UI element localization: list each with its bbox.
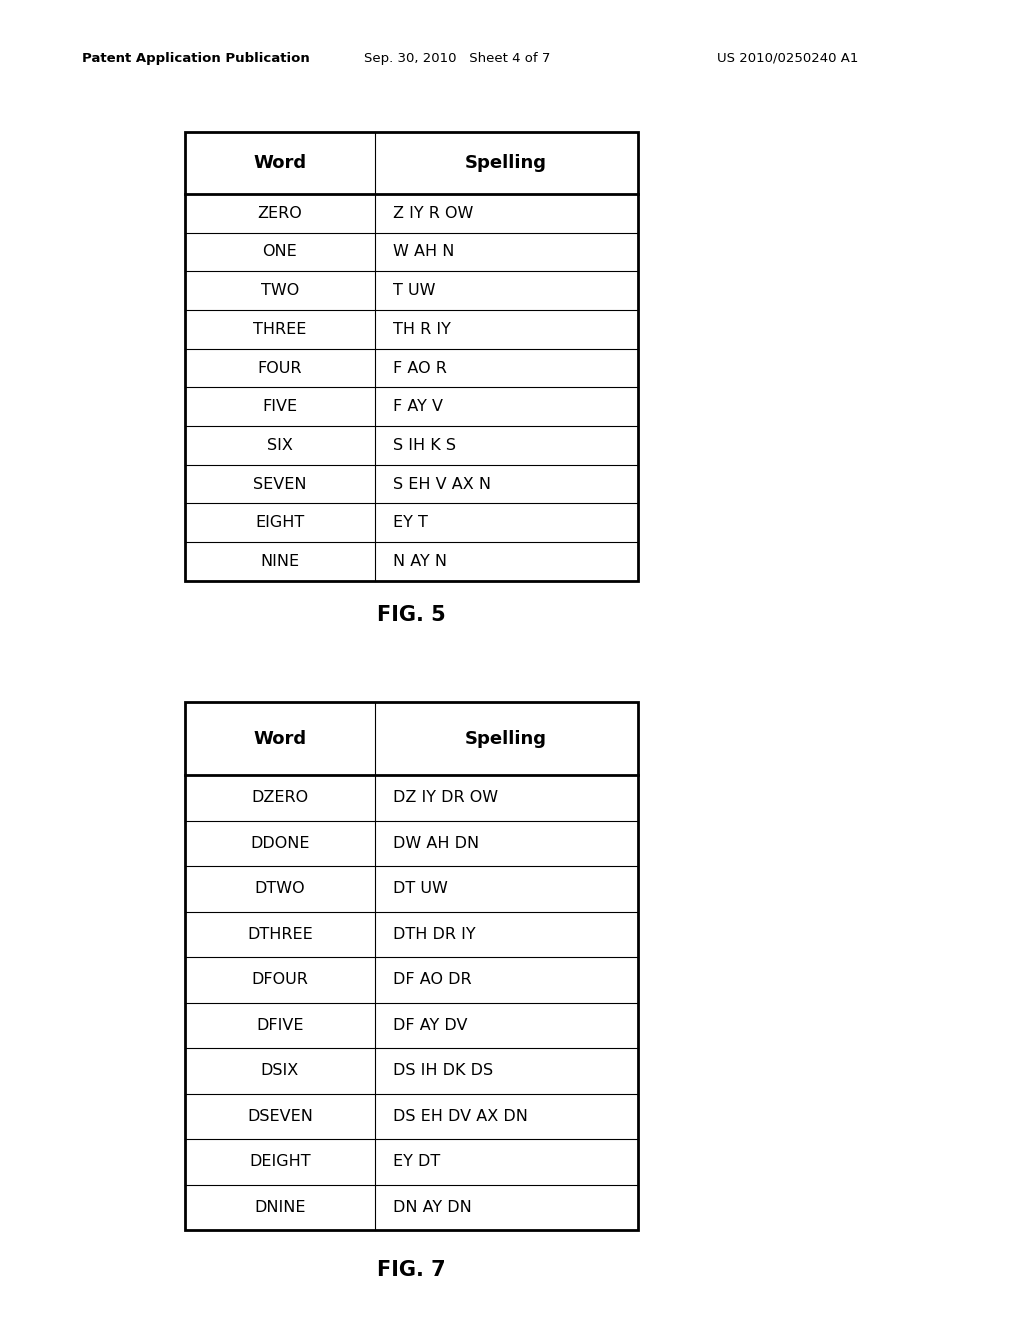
Text: T UW: T UW (393, 282, 435, 298)
Text: Patent Application Publication: Patent Application Publication (82, 51, 309, 65)
Text: DW AH DN: DW AH DN (393, 836, 479, 851)
Text: F AO R: F AO R (393, 360, 446, 375)
Text: DTHREE: DTHREE (247, 927, 312, 942)
Text: DSEVEN: DSEVEN (247, 1109, 313, 1123)
Text: Spelling: Spelling (465, 730, 547, 747)
Text: S EH V AX N: S EH V AX N (393, 477, 490, 491)
Bar (185, 702, 638, 1230)
Text: TWO: TWO (261, 282, 299, 298)
Text: DFOUR: DFOUR (252, 973, 308, 987)
Text: DT UW: DT UW (393, 882, 447, 896)
Text: Sep. 30, 2010   Sheet 4 of 7: Sep. 30, 2010 Sheet 4 of 7 (364, 51, 550, 65)
Text: DZERO: DZERO (251, 791, 308, 805)
Text: W AH N: W AH N (393, 244, 455, 260)
Text: THREE: THREE (253, 322, 306, 337)
Text: FOUR: FOUR (258, 360, 302, 375)
Text: ZERO: ZERO (258, 206, 302, 220)
Text: NINE: NINE (260, 554, 299, 569)
Text: Word: Word (253, 730, 306, 747)
Text: DFIVE: DFIVE (256, 1018, 304, 1034)
Text: F AY V: F AY V (393, 399, 443, 414)
Text: DN AY DN: DN AY DN (393, 1200, 472, 1214)
Text: DF AO DR: DF AO DR (393, 973, 472, 987)
Text: DF AY DV: DF AY DV (393, 1018, 468, 1034)
Text: EY DT: EY DT (393, 1155, 440, 1170)
Text: DS EH DV AX DN: DS EH DV AX DN (393, 1109, 527, 1123)
Text: US 2010/0250240 A1: US 2010/0250240 A1 (717, 51, 858, 65)
Text: DSIX: DSIX (261, 1064, 299, 1078)
Text: DTH DR IY: DTH DR IY (393, 927, 475, 942)
Text: DS IH DK DS: DS IH DK DS (393, 1064, 494, 1078)
Text: DDONE: DDONE (250, 836, 309, 851)
Text: Word: Word (253, 154, 306, 172)
Text: DZ IY DR OW: DZ IY DR OW (393, 791, 498, 805)
Text: S IH K S: S IH K S (393, 438, 456, 453)
Text: FIG. 7: FIG. 7 (377, 1259, 446, 1280)
Text: FIVE: FIVE (262, 399, 298, 414)
Text: EIGHT: EIGHT (255, 515, 304, 531)
Text: DNINE: DNINE (254, 1200, 306, 1214)
Text: Spelling: Spelling (465, 154, 547, 172)
Bar (185, 132, 638, 581)
Text: SEVEN: SEVEN (253, 477, 307, 491)
Text: FIG. 5: FIG. 5 (377, 605, 446, 626)
Text: N AY N: N AY N (393, 554, 446, 569)
Text: DEIGHT: DEIGHT (249, 1155, 310, 1170)
Text: TH R IY: TH R IY (393, 322, 451, 337)
Text: DTWO: DTWO (255, 882, 305, 896)
Text: EY T: EY T (393, 515, 428, 531)
Text: Z IY R OW: Z IY R OW (393, 206, 473, 220)
Text: ONE: ONE (262, 244, 297, 260)
Text: SIX: SIX (267, 438, 293, 453)
